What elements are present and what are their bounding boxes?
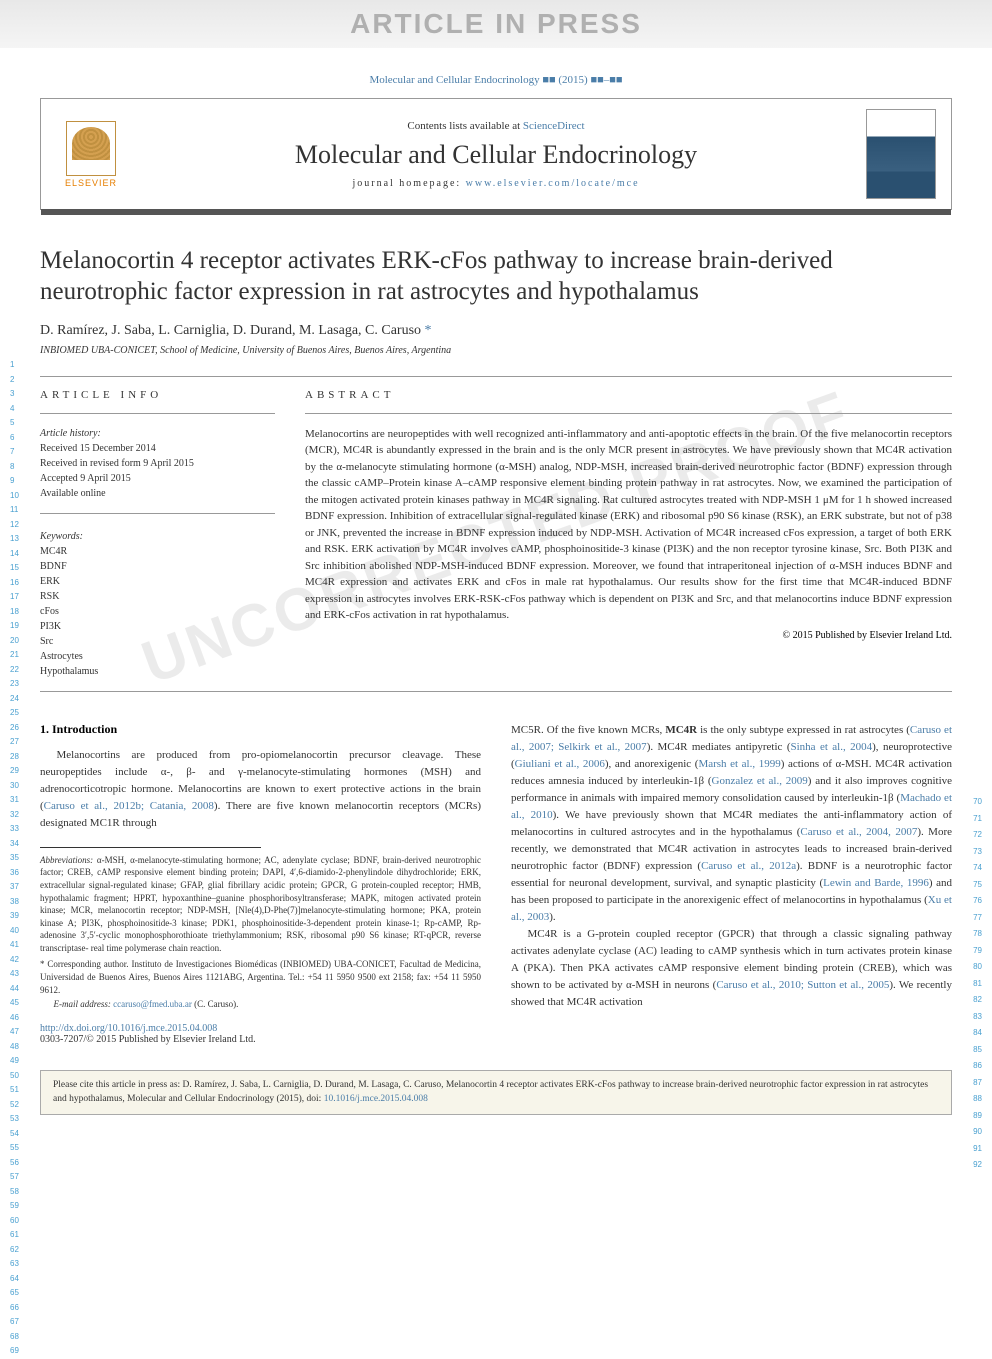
- abbrev-label: Abbreviations:: [40, 855, 93, 865]
- intro-para-1: Melanocortins are produced from pro-opio…: [40, 747, 481, 832]
- keyword-item: BDNF: [40, 559, 275, 574]
- citation-link[interactable]: Caruso et al., 2012b; Catania, 2008: [44, 800, 214, 812]
- keyword-item: RSK: [40, 589, 275, 604]
- article-info-head: ARTICLE INFO: [40, 389, 275, 401]
- history-online: Available online: [40, 486, 275, 501]
- body-text: ). MC4R mediates antipyretic (: [647, 741, 791, 753]
- abstract-head: ABSTRACT: [305, 389, 952, 401]
- line-numbers-left: 1234567891011121314151617181920212223242…: [10, 358, 19, 1359]
- journal-title: Molecular and Cellular Endocrinology: [126, 140, 866, 170]
- journal-homepage: journal homepage: www.elsevier.com/locat…: [126, 178, 866, 189]
- keyword-item: PI3K: [40, 619, 275, 634]
- citation-box: Please cite this article in press as: D.…: [40, 1070, 952, 1115]
- history-label: Article history:: [40, 426, 275, 441]
- divider: [305, 413, 952, 414]
- body-text: is the only subtype expressed in rat ast…: [697, 724, 910, 736]
- corresponding-footnote: * Corresponding author. Instituto de Inv…: [40, 958, 481, 996]
- keyword-item: Src: [40, 634, 275, 649]
- citation-link[interactable]: Marsh et al., 1999: [698, 758, 780, 770]
- keyword-item: ERK: [40, 574, 275, 589]
- divider: [40, 513, 275, 514]
- citation-link[interactable]: Caruso et al., 2012a: [701, 860, 796, 872]
- article-history: Article history: Received 15 December 20…: [40, 426, 275, 501]
- citation-link[interactable]: Lewin and Barde, 1996: [823, 877, 929, 889]
- divider: [40, 691, 952, 692]
- keywords-label: Keywords:: [40, 529, 275, 544]
- keywords: Keywords: MC4RBDNFERKRSKcFosPI3KSrcAstro…: [40, 529, 275, 679]
- body-text: ).: [549, 911, 555, 923]
- citation-link[interactable]: Caruso et al., 2004, 2007: [800, 826, 917, 838]
- footnote-separator: [40, 847, 261, 848]
- history-received: Received 15 December 2014: [40, 441, 275, 456]
- doi-line: http://dx.doi.org/10.1016/j.mce.2015.04.…: [40, 1023, 952, 1034]
- journal-reference: Molecular and Cellular Endocrinology ■■ …: [40, 74, 952, 86]
- elsevier-text: ELSEVIER: [65, 178, 117, 188]
- body-text: ), and anorexigenic (: [605, 758, 699, 770]
- corresponding-mark: *: [425, 323, 432, 338]
- abbrev-text: α-MSH, α-melanocyte-stimulating hormone;…: [40, 855, 481, 953]
- citation-link[interactable]: Giuliani et al., 2006: [515, 758, 605, 770]
- homepage-prefix: journal homepage:: [352, 178, 465, 189]
- contents-prefix: Contents lists available at: [407, 120, 522, 132]
- history-revised: Received in revised form 9 April 2015: [40, 456, 275, 471]
- abstract-text: Melanocortins are neuropeptides with wel…: [305, 426, 952, 624]
- line-numbers-right: 7071727374757677787980818283848586878889…: [973, 794, 982, 1174]
- sciencedirect-link[interactable]: ScienceDirect: [523, 120, 585, 132]
- abbreviations-footnote: Abbreviations: α-MSH, α-melanocyte-stimu…: [40, 854, 481, 955]
- corr-label: * Corresponding author.: [40, 959, 129, 969]
- elsevier-tree-icon: [66, 121, 116, 176]
- affiliation: INBIOMED UBA-CONICET, School of Medicine…: [40, 345, 952, 356]
- divider: [40, 376, 952, 377]
- introduction-head: 1. Introduction: [40, 722, 481, 737]
- email-link[interactable]: ccaruso@fmed.uba.ar: [113, 999, 192, 1009]
- keyword-item: cFos: [40, 604, 275, 619]
- elsevier-logo: ELSEVIER: [56, 114, 126, 194]
- keyword-item: Hypothalamus: [40, 664, 275, 679]
- citation-link[interactable]: Gonzalez et al., 2009: [712, 775, 808, 787]
- history-accepted: Accepted 9 April 2015: [40, 471, 275, 486]
- body-text: MC5R. Of the five known MCRs,: [511, 724, 665, 736]
- authors: D. Ramírez, J. Saba, L. Carniglia, D. Du…: [40, 323, 952, 339]
- citation-doi-link[interactable]: 10.1016/j.mce.2015.04.008: [324, 1094, 428, 1104]
- body-bold: MC4R: [665, 724, 697, 736]
- article-title: Melanocortin 4 receptor activates ERK-cF…: [40, 245, 952, 308]
- copyright: © 2015 Published by Elsevier Ireland Ltd…: [305, 630, 952, 641]
- email-footnote: E-mail address: ccaruso@fmed.uba.ar (C. …: [40, 998, 481, 1011]
- article-in-press-banner: ARTICLE IN PRESS: [0, 0, 992, 48]
- contents-line: Contents lists available at ScienceDirec…: [126, 120, 866, 132]
- email-label: E-mail address:: [54, 999, 114, 1009]
- keyword-item: MC4R: [40, 544, 275, 559]
- divider: [40, 413, 275, 414]
- journal-header: ELSEVIER Contents lists available at Sci…: [40, 98, 952, 210]
- doi-link[interactable]: http://dx.doi.org/10.1016/j.mce.2015.04.…: [40, 1023, 217, 1034]
- keyword-item: Astrocytes: [40, 649, 275, 664]
- email-suffix: (C. Caruso).: [192, 999, 239, 1009]
- intro-col2-para1: MC5R. Of the five known MCRs, MC4R is th…: [511, 722, 952, 927]
- intro-col2-para2: MC4R is a G-protein coupled receptor (GP…: [511, 926, 952, 1011]
- citation-link[interactable]: Caruso et al., 2010; Sutton et al., 2005: [716, 979, 889, 991]
- homepage-link[interactable]: www.elsevier.com/locate/mce: [466, 178, 640, 189]
- issn-line: 0303-7207/© 2015 Published by Elsevier I…: [40, 1034, 952, 1045]
- citation-text: Please cite this article in press as: D.…: [53, 1080, 928, 1103]
- authors-list: D. Ramírez, J. Saba, L. Carniglia, D. Du…: [40, 323, 425, 338]
- citation-link[interactable]: Sinha et al., 2004: [790, 741, 872, 753]
- journal-cover-thumb: [866, 109, 936, 199]
